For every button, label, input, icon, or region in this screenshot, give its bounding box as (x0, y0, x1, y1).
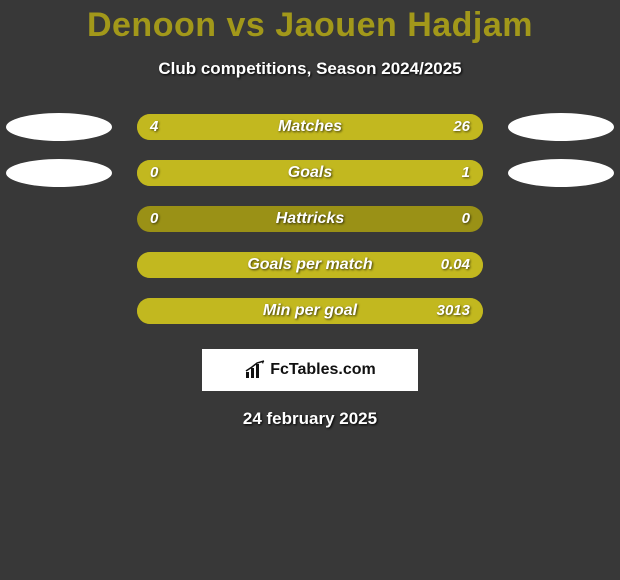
player-ellipse-left (6, 159, 112, 187)
stat-row: 3013Min per goal (0, 291, 620, 337)
stat-row: 01Goals (0, 153, 620, 199)
stat-label: Min per goal (137, 298, 483, 324)
stat-row: 0.04Goals per match (0, 245, 620, 291)
subtitle: Club competitions, Season 2024/2025 (0, 59, 620, 79)
player-ellipse-right (508, 113, 614, 141)
stat-label: Goals per match (137, 252, 483, 278)
brand-box: FcTables.com (202, 349, 418, 391)
stat-label: Matches (137, 114, 483, 140)
player-ellipse-left (6, 113, 112, 141)
date-text: 24 february 2025 (0, 409, 620, 429)
stats-container: 426Matches01Goals00Hattricks0.04Goals pe… (0, 107, 620, 337)
chart-icon (244, 360, 266, 380)
stat-row: 426Matches (0, 107, 620, 153)
brand-logo: FcTables.com (244, 360, 376, 380)
page-title: Denoon vs Jaouen Hadjam (0, 0, 620, 45)
player-ellipse-right (508, 159, 614, 187)
stat-label: Goals (137, 160, 483, 186)
stat-label: Hattricks (137, 206, 483, 232)
stat-row: 00Hattricks (0, 199, 620, 245)
brand-text: FcTables.com (270, 361, 376, 379)
